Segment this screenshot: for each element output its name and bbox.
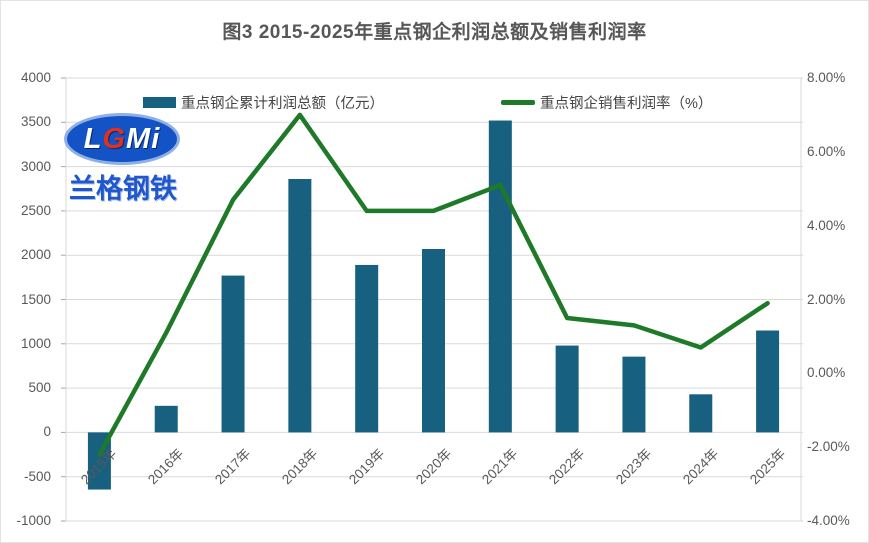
logo-letters-mi: Mi [126, 122, 161, 155]
lgmi-logo-name: 兰格钢铁 [69, 174, 177, 204]
bar-2018年 [288, 179, 312, 433]
left-axis-tick-label: 1000 [20, 335, 51, 351]
bar-2016年 [154, 405, 178, 433]
left-axis-tick-label: 2000 [20, 247, 51, 263]
legend-line-swatch [501, 100, 535, 105]
logo-letter-l: L [83, 122, 103, 155]
left-axis-tick-label: -500 [23, 468, 51, 484]
right-axis-tick-label: -4.00% [807, 513, 850, 528]
right-axis-tick-label: 8.00% [807, 70, 846, 85]
legend-line-label: 重点钢企销售利润率（%） [540, 96, 713, 112]
right-axis-tick-label: 6.00% [807, 143, 846, 159]
bar-2020年 [422, 248, 445, 433]
right-axis-tick-label: 2.00% [807, 291, 846, 307]
left-axis-tick-label: -1000 [16, 513, 51, 528]
left-axis-tick-label: 2500 [20, 202, 51, 218]
bar-2025年 [756, 330, 780, 433]
lgmi-logo-mark: L G Mi [64, 113, 180, 165]
left-axis-tick-label: 3000 [20, 158, 51, 174]
right-axis-tick-label: -2.00% [807, 439, 850, 455]
left-axis-tick-label: 500 [28, 380, 51, 396]
left-axis-tick-label: 4000 [20, 70, 51, 85]
left-axis-tick-label: 3500 [20, 114, 51, 130]
bar-2021年 [488, 120, 512, 433]
left-axis-tick-label: 0 [43, 424, 51, 440]
logo-letter-g: G [102, 122, 127, 155]
right-axis-tick-label: 4.00% [807, 217, 846, 233]
bar-2019年 [355, 264, 379, 433]
left-axis-tick-label: 1500 [20, 291, 51, 307]
bar-2023年 [622, 356, 646, 433]
chart-title: 图3 2015-2025年重点钢企利润总额及销售利润率 [222, 22, 647, 43]
right-axis-tick-label: 0.00% [807, 365, 846, 381]
profit-margin-line [97, 112, 770, 457]
bar-2024年 [689, 394, 713, 433]
bar-2022年 [555, 345, 579, 433]
legend-bar-swatch [143, 97, 176, 108]
bar-2017年 [221, 275, 245, 433]
legend-bar-label: 重点钢企累计利润总额（亿元） [181, 96, 384, 112]
